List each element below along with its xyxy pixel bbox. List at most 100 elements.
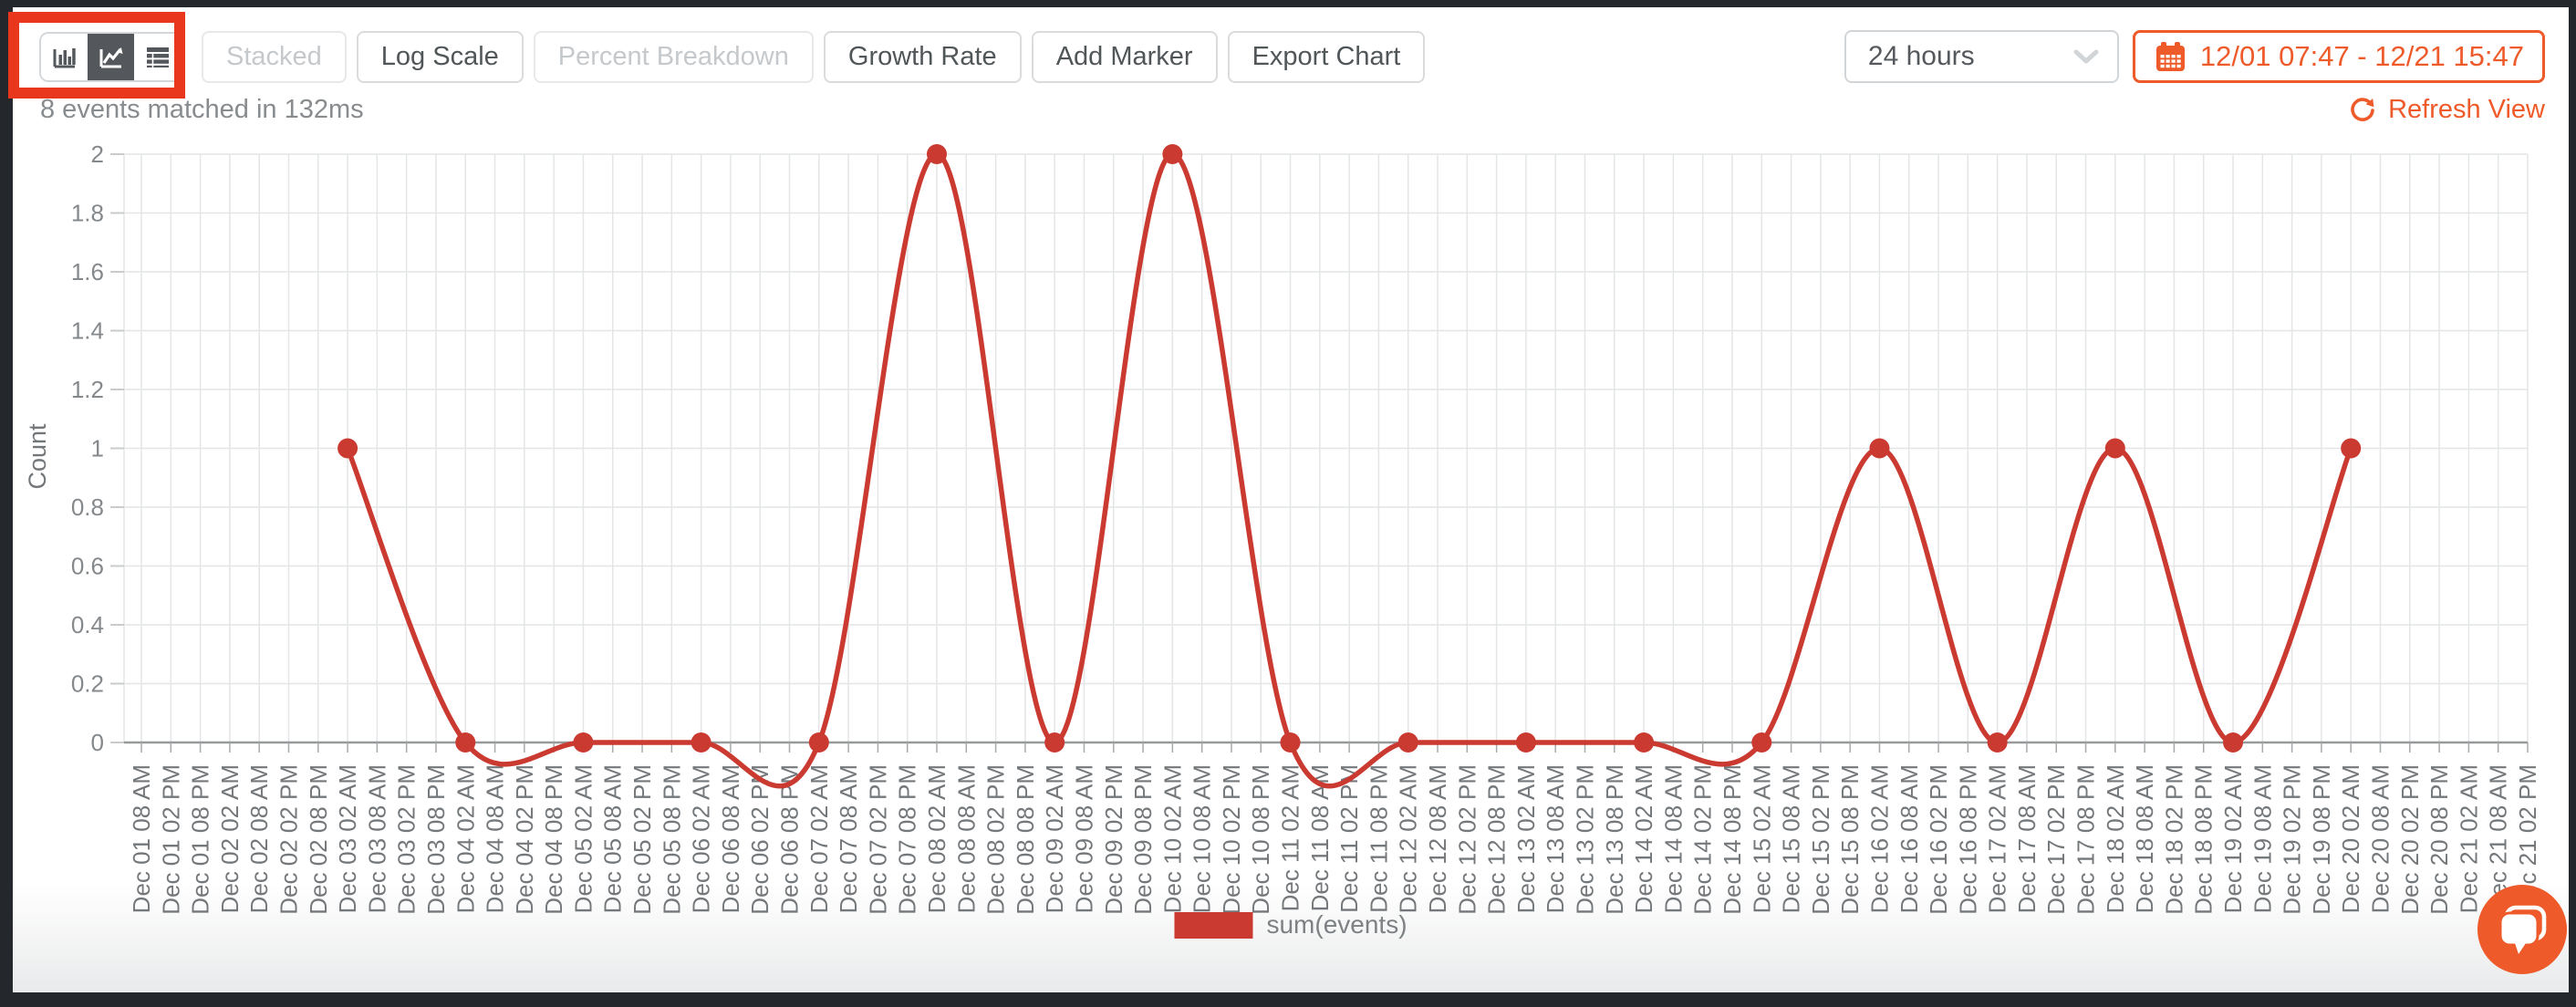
- add-marker-button[interactable]: Add Marker: [1031, 30, 1218, 83]
- x-tick-label: Dec 06 02 AM: [688, 764, 715, 913]
- growth-rate-button[interactable]: Growth Rate: [823, 30, 1022, 83]
- legend-swatch: [1174, 911, 1253, 939]
- chart-line: [345, 151, 2353, 789]
- toolbar: Stacked Log Scale Percent Breakdown Grow…: [13, 29, 2569, 84]
- data-point: [691, 732, 712, 753]
- x-tick-label: Dec 06 08 PM: [776, 764, 804, 915]
- x-tick-label: Dec 08 02 AM: [923, 764, 950, 913]
- data-point: [808, 732, 829, 753]
- events-matched-text: 8 events matched in 132ms: [40, 95, 364, 124]
- data-point: [1397, 732, 1418, 753]
- calendar-icon: [2155, 42, 2185, 71]
- table-view-button[interactable]: [134, 33, 181, 80]
- x-tick-label: Dec 04 02 AM: [452, 764, 479, 913]
- x-tick-label: Dec 05 08 PM: [658, 764, 685, 915]
- chat-bubble-icon: [2498, 905, 2547, 954]
- data-point: [455, 732, 476, 753]
- time-range-value: 24 hours: [1867, 41, 1975, 71]
- x-tick-label: Dec 13 08 PM: [1601, 764, 1628, 915]
- x-tick-label: Dec 14 02 PM: [1689, 764, 1717, 915]
- table-icon: [146, 47, 169, 67]
- x-tick-label: Dec 01 02 PM: [157, 764, 184, 915]
- data-point: [2104, 438, 2125, 459]
- x-tick-label: Dec 09 02 PM: [1100, 764, 1127, 915]
- data-point: [2341, 438, 2362, 459]
- line-chart-icon: [99, 47, 122, 68]
- time-range-select[interactable]: 24 hours: [1844, 30, 2119, 83]
- x-tick-label: Dec 15 08 AM: [1778, 764, 1805, 913]
- chat-launcher-button[interactable]: [2477, 885, 2567, 974]
- x-tick-label: Dec 19 02 AM: [2219, 764, 2247, 913]
- x-tick-label: Dec 18 08 AM: [2131, 764, 2158, 913]
- x-tick-label: Dec 05 02 AM: [569, 764, 597, 913]
- y-tick-label: 0.2: [71, 670, 104, 698]
- x-tick-label: Dec 10 02 AM: [1158, 764, 1186, 913]
- date-range-label: 12/01 07:47 - 12/21 15:47: [2199, 40, 2524, 72]
- x-tick-label: Dec 07 02 PM: [864, 764, 891, 915]
- x-tick-label: Dec 20 02 AM: [2337, 764, 2364, 913]
- x-tick-label: Dec 17 02 PM: [2042, 764, 2070, 915]
- x-tick-label: Dec 19 08 AM: [2249, 764, 2276, 913]
- x-tick-label: Dec 16 08 AM: [1896, 764, 1923, 913]
- x-tick-label: Dec 17 08 PM: [2072, 764, 2100, 915]
- x-tick-label: Dec 20 08 PM: [2425, 764, 2453, 915]
- x-tick-label: Dec 11 02 PM: [1335, 764, 1363, 913]
- x-tick-label: Dec 05 08 AM: [599, 764, 627, 913]
- x-tick-label: Dec 15 08 PM: [1836, 764, 1864, 915]
- date-range-button[interactable]: 12/01 07:47 - 12/21 15:47: [2132, 30, 2545, 83]
- x-tick-label: Dec 11 08 AM: [1306, 764, 1334, 911]
- x-tick-label: Dec 09 08 PM: [1129, 764, 1157, 915]
- x-tick-label: Dec 17 02 AM: [1984, 764, 2011, 913]
- x-tick-label: Dec 19 08 PM: [2308, 764, 2335, 915]
- x-tick-label: Dec 08 08 AM: [952, 764, 980, 913]
- x-tick-label: Dec 10 02 PM: [1218, 764, 1245, 915]
- x-tick-label: Dec 03 02 PM: [393, 764, 421, 915]
- stacked-button[interactable]: Stacked: [202, 30, 347, 83]
- x-tick-label: Dec 05 02 PM: [628, 764, 656, 915]
- x-tick-label: Dec 09 02 AM: [1041, 764, 1068, 913]
- x-tick-label: Dec 18 02 PM: [2160, 764, 2187, 915]
- data-point: [926, 144, 947, 164]
- y-tick-label: 0.4: [71, 611, 104, 638]
- status-row: 8 events matched in 132ms Refresh View: [40, 95, 2545, 125]
- line-chart-view-button[interactable]: [88, 33, 134, 80]
- x-tick-label: Dec 02 02 PM: [275, 764, 302, 915]
- refresh-view-button[interactable]: Refresh View: [2348, 95, 2545, 125]
- bar-chart-view-button[interactable]: [41, 33, 88, 80]
- toolbar-right-group: 24 hours 12/01 07:47 - 12/21 15:47: [1844, 30, 2545, 83]
- y-tick-label: 2: [91, 140, 104, 168]
- x-tick-label: Dec 08 02 PM: [982, 764, 1010, 915]
- chart-legend: sum(events): [1174, 910, 1407, 940]
- data-point: [1162, 144, 1183, 164]
- x-tick-label: Dec 06 08 AM: [717, 764, 744, 913]
- data-point: [1044, 732, 1065, 753]
- x-tick-label: Dec 03 08 PM: [422, 764, 450, 915]
- x-tick-label: Dec 11 02 AM: [1277, 764, 1304, 911]
- x-tick-label: Dec 04 08 PM: [540, 764, 567, 915]
- x-tick-label: Dec 18 02 AM: [2102, 764, 2129, 913]
- x-tick-label: Dec 06 02 PM: [746, 764, 774, 915]
- x-tick-label: Dec 21 02 AM: [2455, 764, 2482, 913]
- data-point: [1515, 732, 1536, 753]
- percent-breakdown-button[interactable]: Percent Breakdown: [533, 30, 814, 83]
- x-tick-label: Dec 12 02 PM: [1453, 764, 1480, 915]
- data-point: [573, 732, 594, 753]
- export-chart-button[interactable]: Export Chart: [1227, 30, 1426, 83]
- data-point: [1751, 732, 1772, 753]
- x-tick-label: Dec 01 08 PM: [187, 764, 214, 915]
- x-tick-label: Dec 13 02 PM: [1572, 764, 1599, 915]
- x-tick-label: Dec 09 08 AM: [1070, 764, 1097, 913]
- data-point: [1869, 438, 1890, 459]
- log-scale-button[interactable]: Log Scale: [356, 30, 524, 83]
- chart-type-selector: [39, 31, 182, 82]
- x-tick-label: Dec 13 02 AM: [1512, 764, 1540, 913]
- x-tick-label: Dec 18 08 PM: [2190, 764, 2218, 915]
- y-tick-label: 1.6: [71, 258, 104, 285]
- x-tick-label: Dec 14 02 AM: [1630, 764, 1657, 913]
- refresh-icon: [2351, 97, 2374, 121]
- x-tick-label: Dec 17 08 AM: [2013, 764, 2041, 913]
- x-tick-label: Dec 14 08 PM: [1719, 764, 1746, 915]
- x-tick-label: Dec 14 08 AM: [1659, 764, 1687, 913]
- x-tick-label: Dec 10 08 AM: [1189, 764, 1216, 913]
